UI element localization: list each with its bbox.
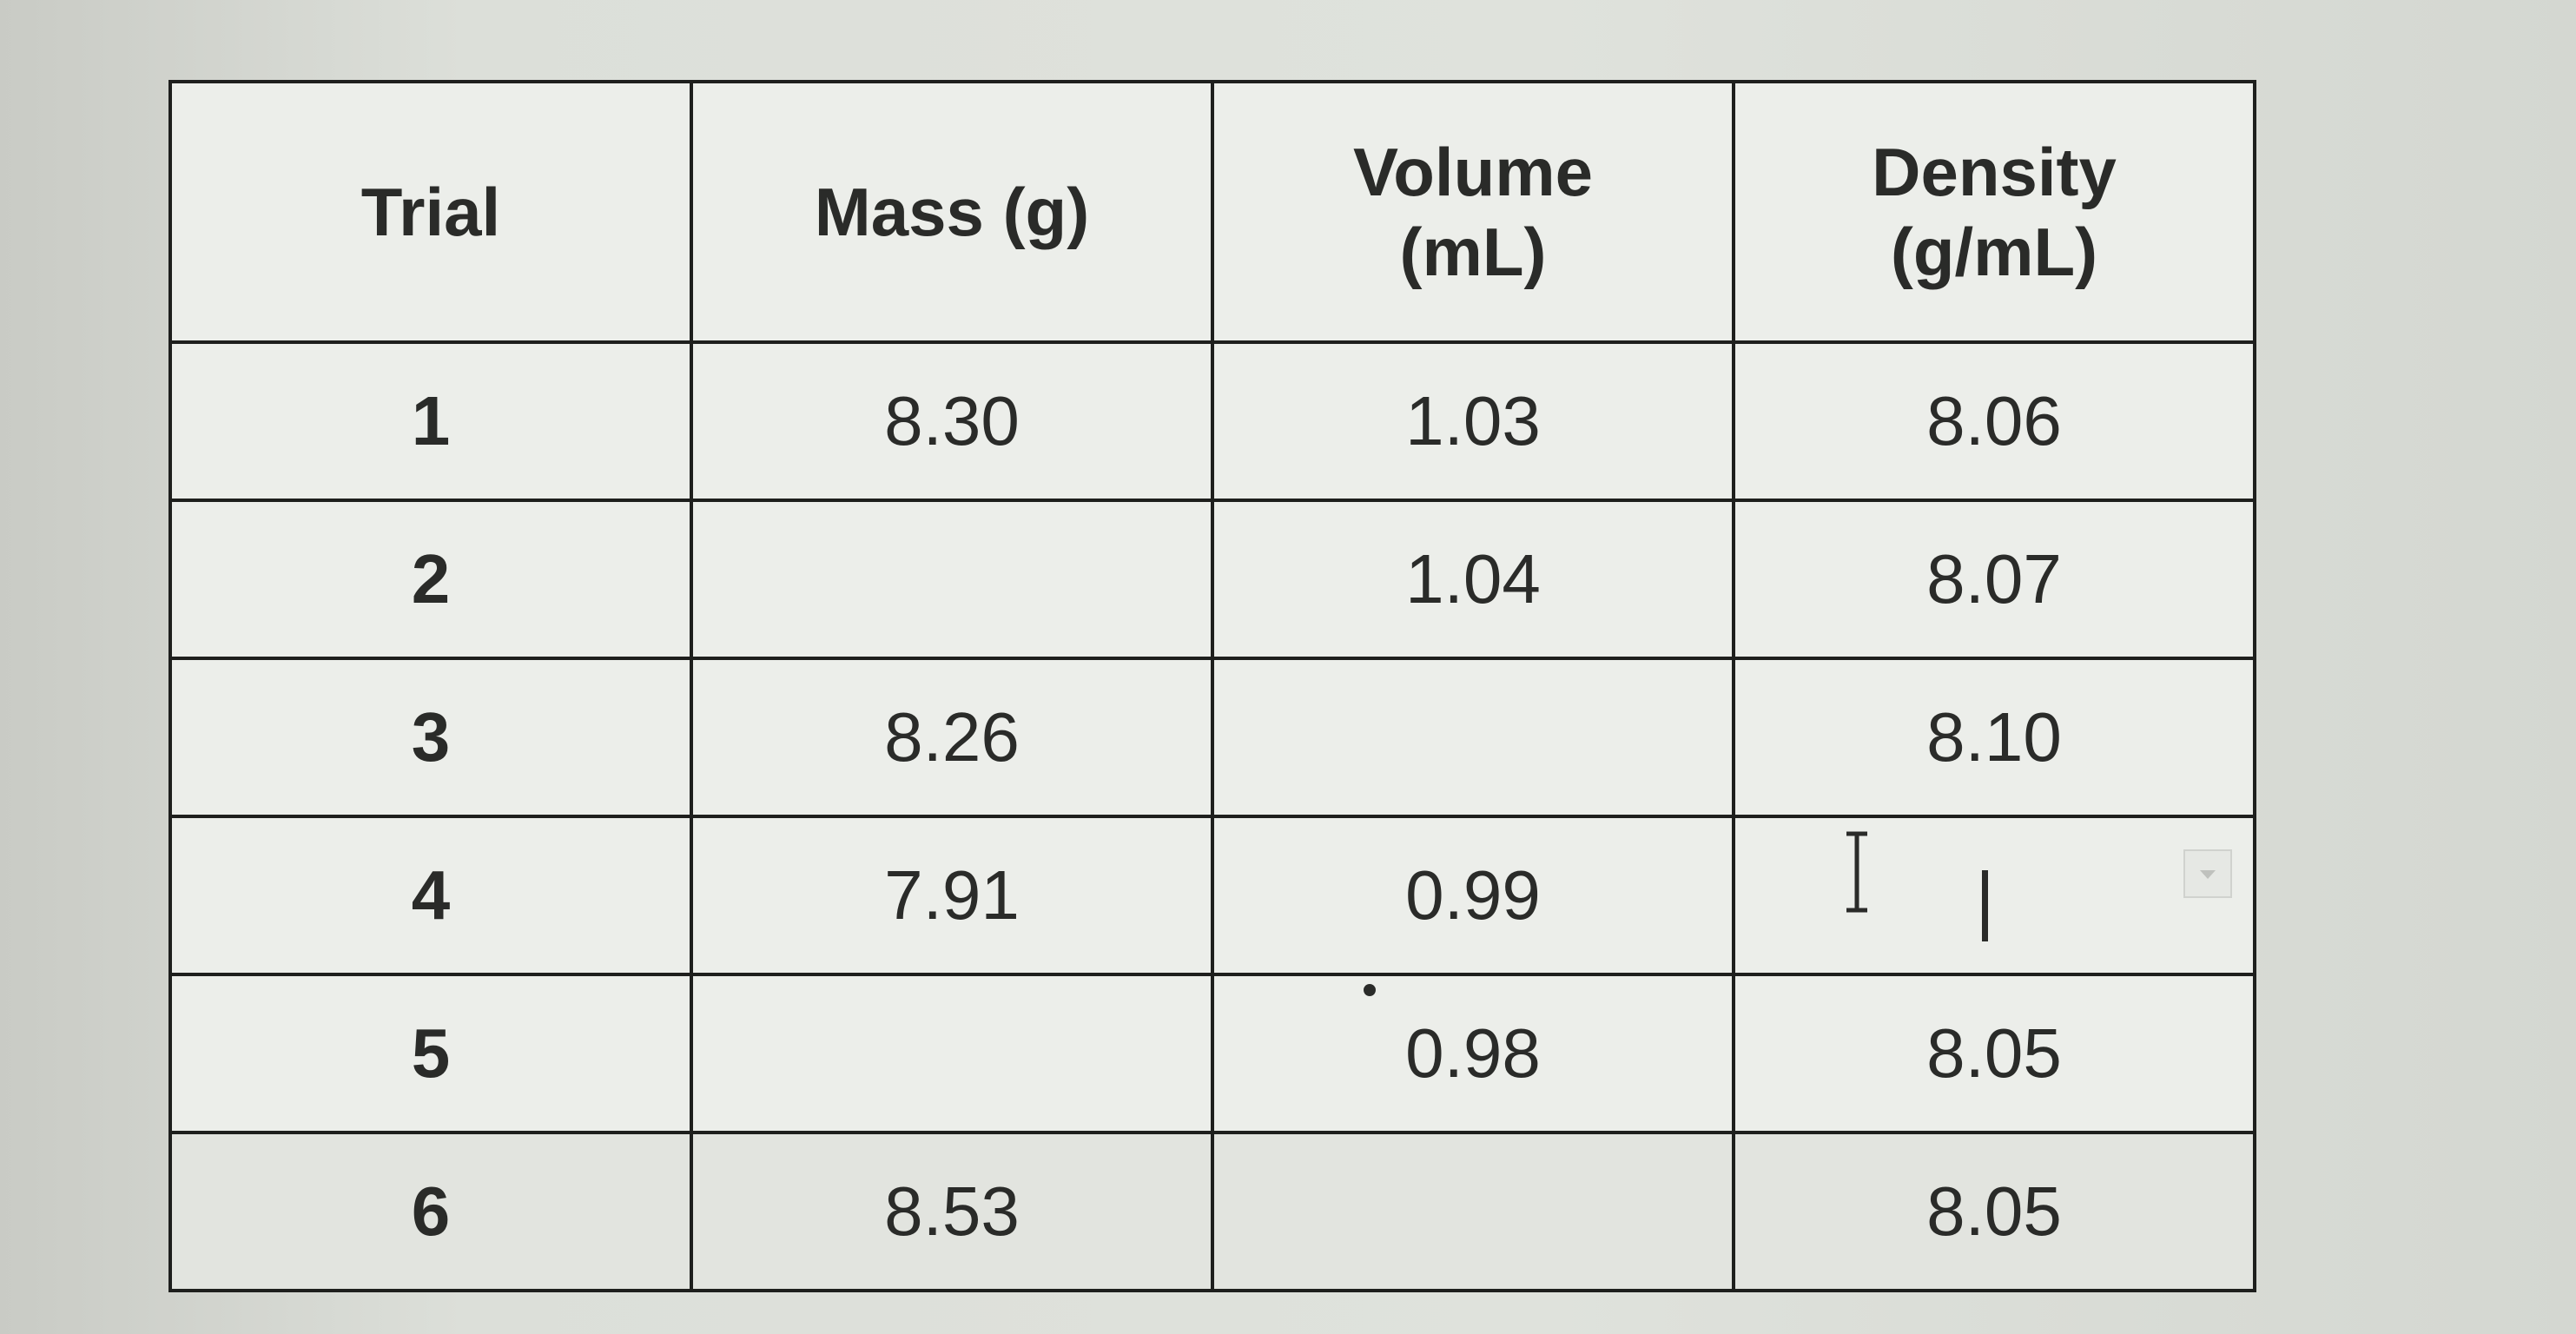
table-row: 4 7.91 0.99: [168, 815, 2256, 976]
mass-cell[interactable]: 8.30: [690, 340, 1214, 502]
header-volume-label: Volume: [1353, 133, 1593, 210]
header-volume-unit: (mL): [1399, 214, 1547, 290]
header-trial-label: Trial: [360, 173, 501, 250]
table-row: 2 1.04 8.07: [168, 499, 2256, 660]
mass-cell[interactable]: [690, 973, 1214, 1134]
density-cell[interactable]: 8.06: [1732, 340, 2256, 502]
header-row: Trial Mass (g) Volume (mL) Density (g/mL…: [168, 80, 2256, 344]
volume-cell[interactable]: 1.04: [1211, 499, 1735, 660]
header-volume: Volume (mL): [1211, 80, 1735, 344]
header-mass-label: Mass (g): [814, 173, 1090, 250]
volume-cell[interactable]: [1211, 1131, 1735, 1292]
header-density-unit: (g/mL): [1890, 214, 2098, 290]
mass-cell[interactable]: [690, 499, 1214, 660]
trial-cell: 2: [168, 499, 693, 660]
density-cell[interactable]: 8.05: [1732, 1131, 2256, 1292]
table-row: 1 8.30 1.03 8.06: [168, 340, 2256, 502]
header-mass: Mass (g): [690, 80, 1214, 344]
density-cell[interactable]: 8.07: [1732, 499, 2256, 660]
volume-cell[interactable]: [1211, 657, 1735, 818]
mass-cell[interactable]: 7.91: [690, 815, 1214, 976]
cell-dropdown-button[interactable]: [2183, 849, 2232, 898]
density-cell[interactable]: 8.10: [1732, 657, 2256, 818]
text-cursor-icon: [1840, 829, 1874, 915]
table-row: 6 8.53 8.05: [168, 1131, 2256, 1292]
density-input-cell[interactable]: [1732, 815, 2256, 976]
data-table-container: Trial Mass (g) Volume (mL) Density (g/mL…: [168, 80, 2256, 1292]
header-trial: Trial: [168, 80, 693, 344]
trial-cell: 5: [168, 973, 693, 1134]
mass-cell[interactable]: 8.53: [690, 1131, 1214, 1292]
volume-cell[interactable]: 1.03: [1211, 340, 1735, 502]
text-insertion-caret: [1982, 870, 1988, 941]
table-row: 5 0.98 8.05: [168, 973, 2256, 1134]
density-cell[interactable]: 8.05: [1732, 973, 2256, 1134]
trial-cell: 3: [168, 657, 693, 818]
trial-cell: 6: [168, 1131, 693, 1292]
volume-cell[interactable]: 0.99: [1211, 815, 1735, 976]
screen-speck: [1364, 984, 1376, 996]
trial-cell: 4: [168, 815, 693, 976]
chevron-down-icon: [2200, 870, 2216, 879]
header-density: Density (g/mL): [1732, 80, 2256, 344]
header-density-label: Density: [1872, 133, 2117, 210]
volume-cell[interactable]: 0.98: [1211, 973, 1735, 1134]
table-row: 3 8.26 8.10: [168, 657, 2256, 818]
mass-cell[interactable]: 8.26: [690, 657, 1214, 818]
density-data-table: Trial Mass (g) Volume (mL) Density (g/mL…: [168, 80, 2256, 1292]
trial-cell: 1: [168, 340, 693, 502]
